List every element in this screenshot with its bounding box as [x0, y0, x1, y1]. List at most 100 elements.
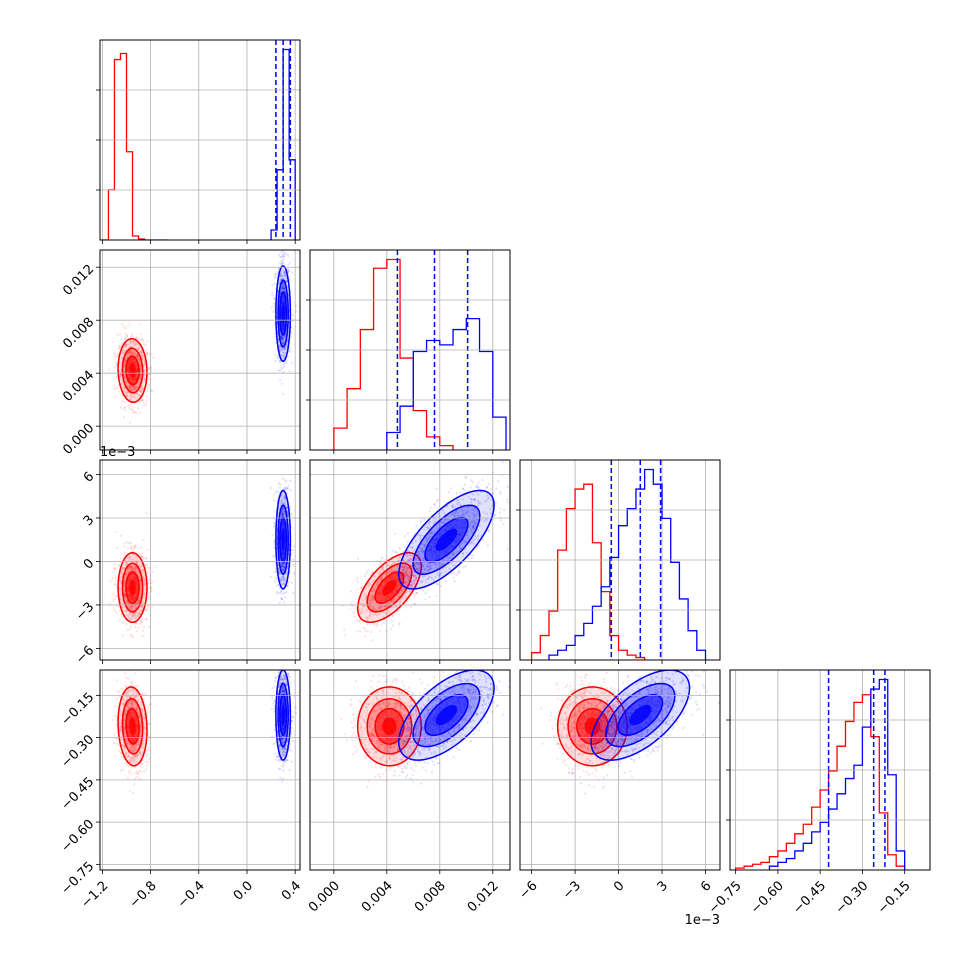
sample-point: [289, 489, 292, 492]
sample-point: [385, 629, 388, 633]
sample-point: [355, 578, 358, 581]
contour-line: [117, 552, 148, 624]
contour-line: [117, 338, 148, 404]
sample-point: [274, 359, 277, 362]
sample-point: [139, 375, 142, 379]
sample-point: [132, 612, 135, 615]
sample-point: [491, 471, 495, 474]
sample-point: [481, 538, 484, 542]
histogram-blue: [270, 48, 296, 240]
sample-point: [272, 297, 276, 300]
sample-point: [146, 566, 149, 569]
density-level: [129, 363, 136, 378]
sample-point: [123, 386, 126, 389]
sample-point: [379, 562, 382, 565]
sample-point: [139, 609, 142, 612]
sample-point: [271, 291, 274, 294]
sample-point: [114, 355, 117, 358]
sample-point: [137, 359, 140, 362]
sample-point: [280, 260, 283, 263]
sample-point: [273, 555, 276, 559]
sample-point: [130, 333, 133, 336]
sample-point: [280, 274, 283, 277]
sample-point: [282, 351, 285, 354]
sample-point: [135, 602, 138, 605]
y-tick-label: −3: [73, 600, 97, 624]
sample-point: [139, 621, 142, 624]
sample-point: [383, 622, 386, 625]
contour-line: [125, 571, 140, 604]
sample-point: [120, 322, 123, 326]
sample-point: [134, 345, 138, 348]
sample-point: [129, 605, 132, 608]
sample-point: [131, 558, 134, 562]
sample-point: [424, 598, 427, 601]
sample-point: [283, 595, 287, 599]
sample-point: [141, 356, 144, 359]
sample-point: [280, 251, 283, 254]
sample-point: [114, 583, 117, 586]
panel-frame: [99, 39, 301, 241]
sample-point: [127, 602, 130, 605]
sample-point: [144, 349, 148, 352]
sample-point: [284, 351, 287, 354]
sample-point: [124, 343, 127, 346]
sample-point: [282, 287, 285, 290]
sample-point: [131, 558, 134, 561]
sample-point: [141, 357, 144, 360]
sample-point: [113, 384, 116, 387]
sample-point: [126, 394, 129, 398]
sample-point: [150, 353, 153, 356]
sample-point: [119, 406, 122, 409]
sample-point: [143, 343, 146, 346]
sample-point: [141, 354, 144, 357]
sample-point: [125, 381, 128, 384]
sample-point: [146, 390, 149, 393]
sample-point: [139, 619, 142, 623]
sample-point: [129, 634, 132, 637]
sample-point: [122, 386, 125, 389]
sample-point: [134, 604, 137, 608]
sample-point: [109, 580, 112, 583]
sample-point: [365, 572, 368, 575]
sample-point: [113, 366, 116, 369]
sample-point: [125, 391, 128, 394]
sample-point: [146, 606, 149, 609]
sample-point: [123, 567, 126, 571]
sample-point: [279, 483, 282, 486]
sample-point: [137, 615, 140, 619]
sample-point: [129, 385, 132, 388]
sample-point: [132, 343, 135, 346]
sample-point: [148, 353, 151, 356]
sample-point: [343, 628, 346, 631]
sample-point: [353, 616, 356, 619]
sample-point: [122, 390, 125, 393]
sample-point: [128, 628, 131, 631]
sample-point: [125, 609, 128, 612]
sample-point: [284, 335, 287, 338]
sample-point: [129, 566, 132, 569]
sample-point: [283, 563, 286, 566]
sample-point: [136, 601, 139, 604]
sample-point: [138, 563, 141, 567]
sample-point: [134, 617, 137, 620]
sample-point: [120, 588, 123, 591]
sample-point: [289, 565, 292, 568]
sample-point: [405, 598, 408, 601]
sample-point: [125, 599, 128, 603]
sample-point: [141, 338, 144, 341]
sample-point: [124, 345, 127, 348]
sample-point: [123, 593, 126, 597]
sample-point: [134, 387, 137, 390]
sample-point: [283, 287, 286, 290]
sample-point: [124, 332, 127, 335]
sample-point: [150, 370, 153, 373]
sample-point: [282, 285, 285, 288]
sample-point: [295, 310, 298, 313]
sample-point: [130, 565, 133, 568]
sample-point: [125, 343, 128, 346]
sample-point: [288, 349, 291, 352]
sample-point: [409, 605, 413, 608]
sample-point: [356, 557, 360, 560]
sample-point: [127, 350, 130, 353]
